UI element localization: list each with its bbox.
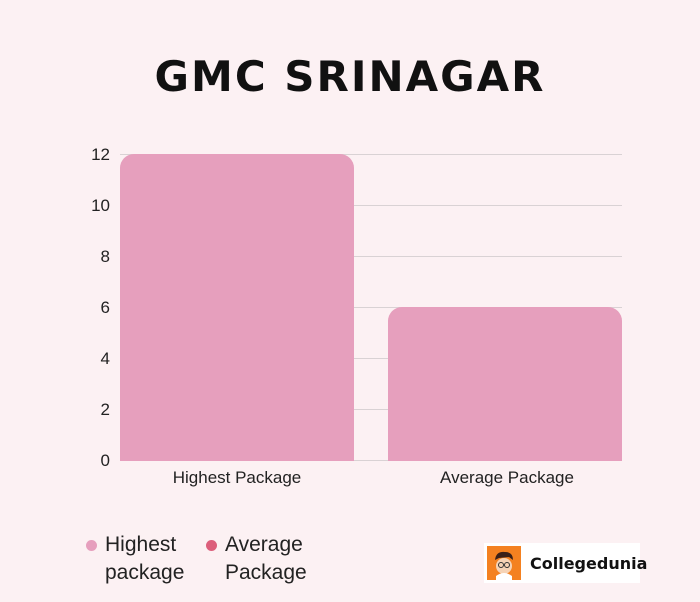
legend-label: Highest — [105, 533, 177, 556]
y-tick: 4 — [100, 349, 110, 368]
mascot-icon — [487, 546, 521, 580]
plot-area: 0 2 4 6 8 10 12 — [91, 145, 622, 470]
legend-label: Package — [225, 561, 307, 584]
legend-label: package — [105, 561, 185, 584]
legend-dot-icon — [86, 540, 97, 551]
gridline — [120, 154, 622, 155]
y-tick: 0 — [100, 451, 110, 470]
y-tick: 12 — [91, 145, 110, 164]
x-label-average-package: Average Package — [440, 468, 574, 487]
collegedunia-logo: Collegedunia — [484, 543, 647, 583]
legend-item-highest: Highest package — [86, 531, 184, 587]
y-tick: 6 — [100, 298, 110, 317]
legend-label: Average — [225, 533, 303, 556]
logo-text: Collegedunia — [530, 553, 648, 573]
bar-average-package — [388, 307, 622, 461]
gridline — [120, 460, 622, 461]
gridline — [120, 358, 622, 359]
legend-dot-icon — [206, 540, 217, 551]
chart-title: GMC SRINAGAR — [154, 52, 546, 101]
legend-item-average: Average Package — [206, 531, 307, 587]
y-tick: 10 — [91, 196, 110, 215]
y-tick: 8 — [100, 247, 110, 266]
gridline — [120, 205, 622, 206]
gridline — [120, 307, 622, 308]
gridline — [120, 409, 622, 410]
y-tick: 2 — [100, 400, 110, 419]
bar-highest-package — [120, 154, 354, 461]
gridline — [120, 256, 622, 257]
x-label-highest-package: Highest Package — [172, 468, 302, 487]
